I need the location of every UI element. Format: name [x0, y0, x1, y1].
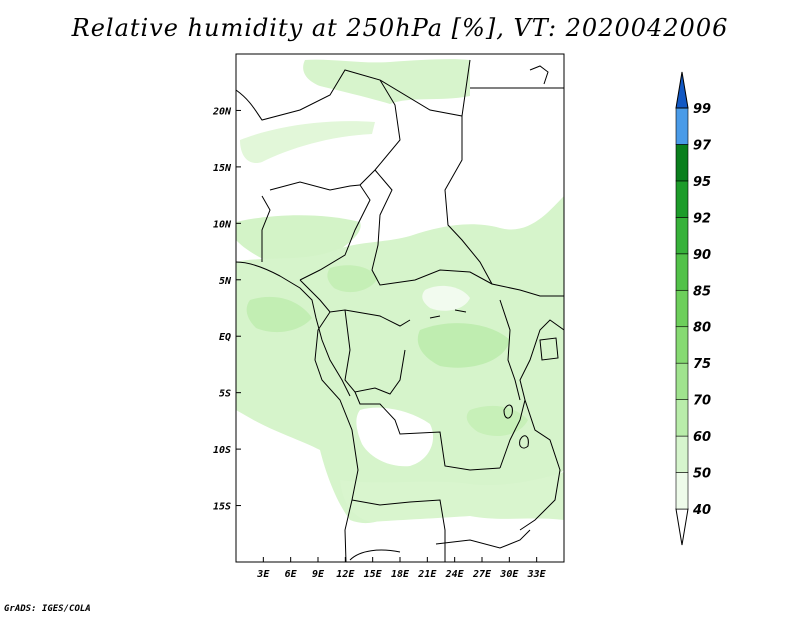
- humidity-area-north-top: [303, 59, 470, 104]
- humidity-pocket-1: [246, 296, 312, 333]
- colorbar-label: 97: [693, 138, 712, 153]
- colorbar-upper-extension: [675, 71, 689, 109]
- colorbar-segment: [675, 107, 689, 145]
- x-tick-label: 3E: [256, 569, 270, 580]
- x-tick-label: 12E: [336, 569, 355, 580]
- lake-outline: [539, 337, 559, 361]
- dry-area-angola: [356, 407, 434, 467]
- humidity-area-south-band: [340, 472, 564, 522]
- x-tick-label: 30E: [499, 569, 519, 580]
- y-tick-label: EQ: [219, 332, 231, 343]
- border-line: [519, 399, 561, 531]
- border-line: [236, 69, 401, 281]
- y-tick-label: 15S: [213, 502, 231, 513]
- credit-text: GrADS: IGES/COLA: [4, 604, 91, 614]
- humidity-pocket-2: [417, 323, 510, 368]
- colorbar-segment: [675, 362, 689, 400]
- humidity-area-west-band: [236, 215, 361, 270]
- humidity-pocket-3: [327, 265, 378, 293]
- humidity-area-congo: [236, 196, 564, 524]
- colorbar-label: 99: [693, 102, 711, 117]
- x-tick-label: 15E: [364, 569, 383, 580]
- colorbar-label: 85: [693, 284, 711, 299]
- border-line: [349, 549, 401, 561]
- colorbar-segment: [675, 435, 689, 473]
- colorbar: 40 50 60 70 75 80 85 90 92 95 97 99: [675, 71, 712, 546]
- colorbar-segment: [675, 180, 689, 218]
- border-line: [269, 181, 361, 191]
- colorbar-label: 70: [693, 394, 711, 409]
- map-axes: 3E 6E 9E 12E 15E 18E 21E 24E 27E 30E 33E 20N 15N 10N 5…: [212, 106, 547, 580]
- colorbar-segment: [675, 289, 689, 328]
- colorbar-segment: [675, 326, 689, 364]
- colorbar-label: 80: [693, 321, 711, 336]
- colorbar-segment: [675, 217, 689, 255]
- border-line: [444, 116, 564, 297]
- border-line: [499, 319, 564, 469]
- x-tick-label: 27E: [472, 569, 492, 580]
- border-line: [379, 59, 471, 117]
- colorbar-segment: [675, 472, 689, 510]
- colorbar-label: 75: [693, 357, 711, 372]
- border-line: [499, 299, 521, 401]
- border-line: [371, 169, 493, 286]
- colorbar-segment: [675, 253, 689, 291]
- humidity-shading: [236, 59, 564, 524]
- colorbar-segment: [675, 399, 689, 437]
- colorbar-label: 40: [692, 503, 711, 518]
- y-tick-label: 5N: [219, 276, 232, 287]
- colorbar-segment: [675, 144, 689, 182]
- border-line: [351, 499, 446, 562]
- x-tick-label: 6E: [285, 569, 298, 580]
- colorbar-label: 95: [693, 175, 711, 190]
- x-tick-label: 33E: [527, 569, 547, 580]
- y-tick-label: 5S: [219, 389, 231, 400]
- coastline: [529, 65, 549, 85]
- colorbar-label: 92: [693, 211, 711, 226]
- y-tick-label: 10N: [213, 219, 232, 230]
- y-tick-label: 15N: [213, 163, 232, 174]
- border-line: [261, 195, 271, 262]
- border-line: [435, 529, 531, 549]
- lake-outline: [519, 435, 529, 449]
- border-line: [314, 311, 359, 562]
- lake-outline: [429, 309, 467, 319]
- colorbar-label: 60: [693, 430, 711, 445]
- colorbar-lower-extension: [675, 508, 689, 546]
- border-line: [236, 261, 351, 397]
- lake-outline: [503, 404, 513, 419]
- border-line: [354, 391, 501, 471]
- x-tick-label: 24E: [445, 569, 465, 580]
- dry-area-east: [422, 285, 470, 311]
- border-line: [344, 309, 406, 395]
- y-tick-label: 10S: [213, 445, 231, 456]
- humidity-area-streak: [240, 121, 375, 164]
- colorbar-label: 50: [693, 467, 711, 482]
- y-tick-label: 20N: [212, 106, 232, 117]
- map-title: Relative humidity at 250hPa [%], VT: 202…: [71, 14, 729, 42]
- x-tick-label: 9E: [312, 569, 325, 580]
- x-tick-label: 21E: [417, 569, 437, 580]
- colorbar-label: 90: [693, 248, 711, 263]
- x-tick-label: 18E: [391, 569, 410, 580]
- country-borders: [236, 59, 564, 562]
- humidity-pocket-4: [466, 405, 528, 436]
